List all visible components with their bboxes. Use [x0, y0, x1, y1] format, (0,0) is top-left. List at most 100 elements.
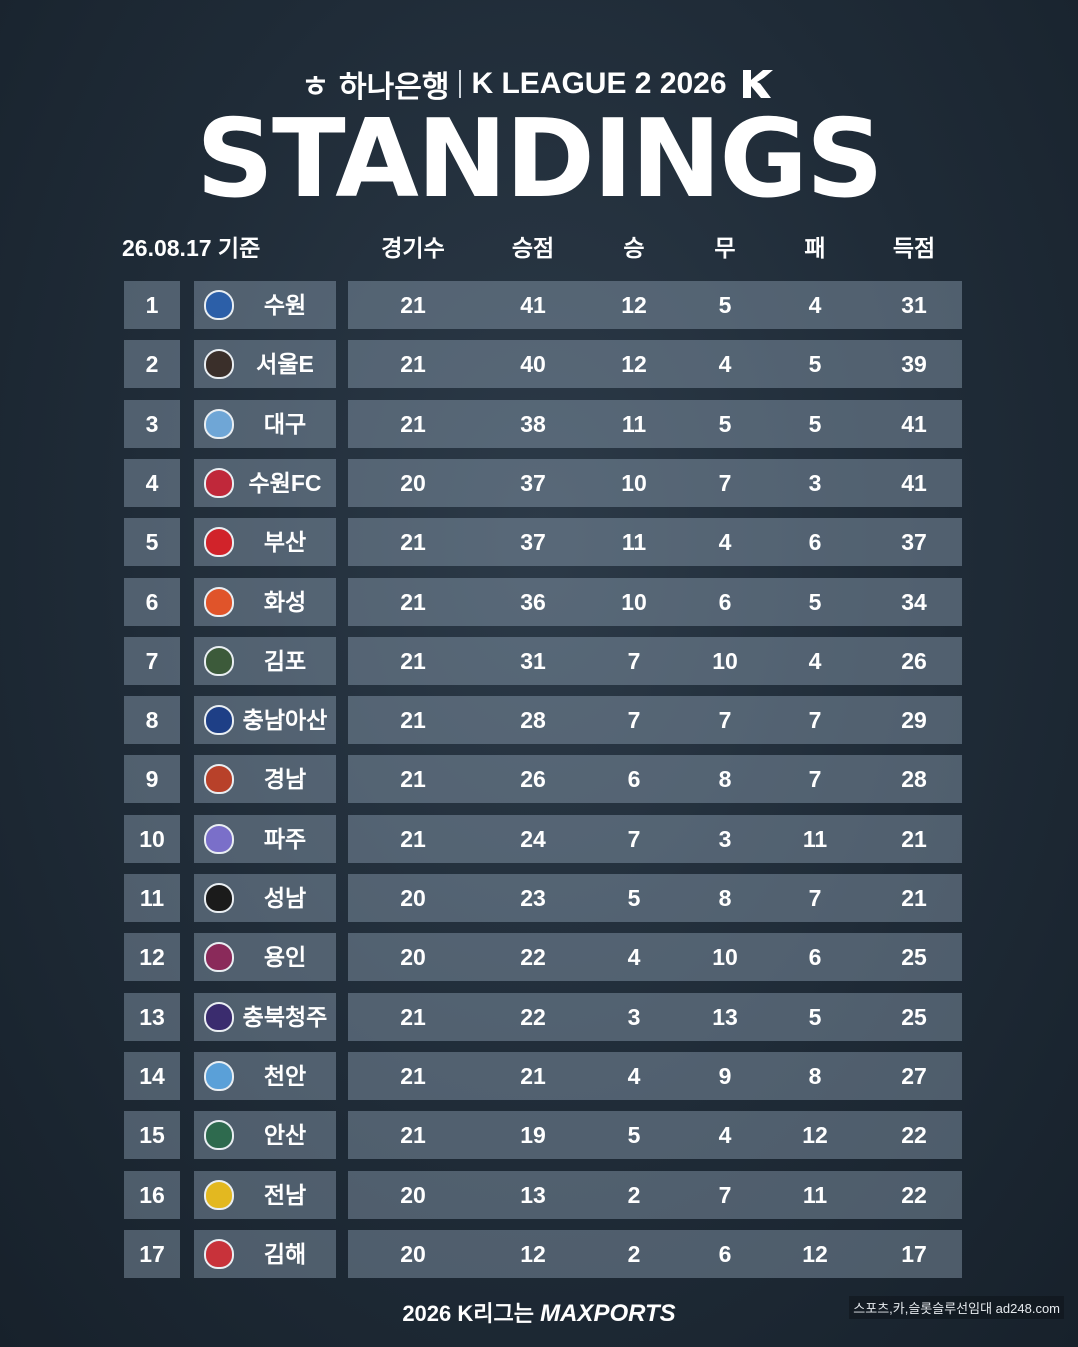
stat-gp: 21	[400, 588, 426, 615]
stat-pts: 37	[520, 469, 546, 496]
table-row: 6 화성 21 36 10 6 5 34	[0, 577, 1078, 626]
stat-d: 3	[718, 825, 732, 852]
stat-l: 5	[808, 1003, 822, 1030]
stat-l: 11	[802, 825, 828, 852]
stat-d: 8	[718, 885, 732, 911]
stat-d: 7	[718, 1181, 732, 1208]
rank-cell: 2	[124, 340, 180, 389]
column-header-losses: 패	[804, 235, 826, 261]
stat-w: 7	[627, 647, 641, 674]
stat-w: 3	[627, 1003, 641, 1030]
stat-pts: 12	[520, 1240, 546, 1267]
team-cell: 수원	[194, 281, 336, 329]
team-name: 서울E	[256, 351, 314, 378]
stat-l: 5	[808, 410, 822, 437]
stat-d: 13	[712, 1003, 738, 1030]
stat-gf: 39	[901, 351, 927, 378]
stat-gp: 21	[400, 1003, 426, 1030]
table-row: 2 서울E 21 40 12 4 5 39	[0, 340, 1078, 389]
team-cell: 대구	[194, 399, 336, 448]
stat-gf: 28	[901, 766, 927, 793]
daegu-crest-icon	[204, 408, 234, 439]
stat-pts: 31	[520, 647, 546, 674]
stat-gf: 22	[901, 1181, 927, 1208]
stats-cell: 21 26 6 8 7 28	[348, 755, 962, 804]
yongin-crest-icon	[204, 942, 234, 973]
page-title: STANDINGS	[196, 97, 884, 222]
stat-gp: 21	[400, 766, 426, 793]
stat-d: 5	[718, 292, 732, 318]
table-row: 4 수원FC 20 37 10 7 3 41	[0, 458, 1078, 507]
hwaseong-crest-icon	[204, 586, 234, 617]
stat-l: 7	[808, 766, 822, 793]
jeonnam-crest-icon	[204, 1179, 234, 1210]
stat-d: 4	[718, 529, 732, 556]
stat-pts: 40	[520, 351, 546, 378]
k-league-logo-icon	[742, 70, 773, 98]
rank-cell: 5	[124, 518, 180, 567]
ansan-crest-icon	[204, 1120, 234, 1151]
team-name: 파주	[263, 825, 307, 852]
column-header-draws: 무	[714, 235, 736, 261]
table-row: 15 안산 21 19 5 4 12 22	[0, 1111, 1078, 1160]
team-name: 김해	[263, 1240, 307, 1267]
gimhae-crest-icon	[204, 1238, 234, 1269]
stat-pts: 21	[520, 1062, 546, 1089]
team-cell: 성남	[194, 874, 336, 922]
seongnam-crest-icon	[204, 883, 234, 913]
stat-gf: 22	[901, 1122, 927, 1149]
stats-cell: 21 21 4 9 8 27	[348, 1051, 962, 1100]
stat-d: 10	[712, 944, 738, 971]
team-name: 충북청주	[242, 1003, 328, 1030]
stat-d: 6	[718, 588, 732, 615]
stat-w: 11	[621, 410, 647, 437]
team-cell: 전남	[194, 1170, 336, 1219]
cheonan-crest-icon	[204, 1060, 234, 1091]
stat-l: 7	[808, 707, 822, 734]
stat-l: 4	[808, 647, 822, 674]
stat-gf: 31	[901, 292, 927, 318]
stats-cell: 21 24 7 3 11 21	[348, 814, 962, 863]
rank-cell: 14	[124, 1051, 180, 1100]
asan-crest-icon	[204, 705, 234, 736]
team-name: 수원FC	[248, 469, 322, 496]
stat-w: 10	[621, 588, 647, 615]
rank-cell: 15	[124, 1111, 180, 1160]
stats-cell: 21 19 5 4 12 22	[348, 1111, 962, 1160]
rank-cell: 4	[124, 458, 180, 507]
stat-w: 2	[627, 1240, 641, 1267]
suwon-fc-crest-icon	[204, 467, 234, 498]
stat-l: 6	[808, 944, 822, 971]
stat-w: 5	[627, 1122, 641, 1149]
team-cell: 부산	[194, 518, 336, 567]
team-name: 부산	[263, 529, 307, 556]
suwon-crest-icon	[204, 290, 234, 320]
stat-pts: 26	[520, 766, 546, 793]
table-row: 14 천안 21 21 4 9 8 27	[0, 1051, 1078, 1100]
stats-cell: 21 28 7 7 7 29	[348, 696, 962, 745]
stat-gf: 41	[901, 469, 927, 496]
team-cell: 파주	[194, 814, 336, 863]
stats-cell: 21 41 12 5 4 31	[348, 281, 962, 329]
stats-cell: 21 31 7 10 4 26	[348, 636, 962, 685]
stat-gp: 21	[400, 1062, 426, 1089]
stat-gp: 21	[400, 529, 426, 556]
team-cell: 서울E	[194, 340, 336, 389]
table-row: 1 수원 21 41 12 5 4 31	[0, 281, 1078, 329]
team-name: 천안	[263, 1062, 307, 1089]
stat-pts: 23	[520, 885, 546, 911]
stats-cell: 21 40 12 4 5 39	[348, 340, 962, 389]
stats-cell: 21 36 10 6 5 34	[348, 577, 962, 626]
stat-w: 12	[621, 292, 647, 318]
stat-gf: 37	[901, 529, 927, 556]
hana-bank-logo-icon: ㅎ	[301, 71, 330, 104]
stat-w: 2	[627, 1181, 641, 1208]
stats-cell: 21 37 11 4 6 37	[348, 518, 962, 567]
rank-cell: 10	[124, 814, 180, 863]
stat-gf: 29	[901, 707, 927, 734]
stat-gf: 34	[901, 588, 927, 615]
stat-l: 4	[808, 292, 822, 318]
stat-l: 8	[808, 1062, 822, 1089]
team-cell: 충남아산	[194, 696, 336, 745]
stat-gp: 21	[400, 647, 426, 674]
